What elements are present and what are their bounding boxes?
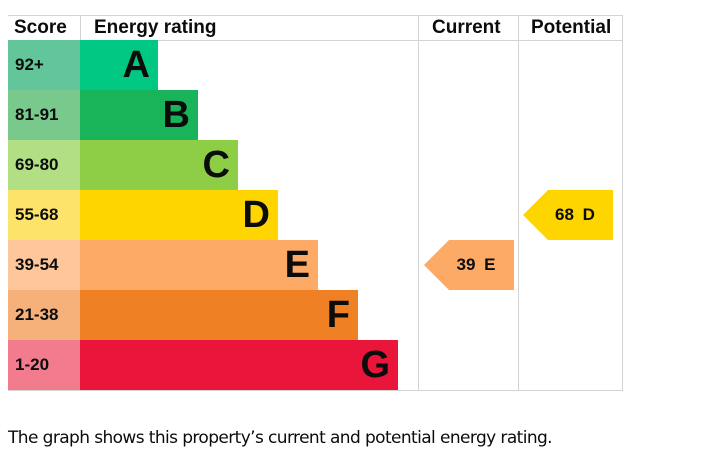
band-letter: G	[360, 344, 390, 386]
rating-bar: B	[80, 90, 198, 140]
score-range: 1-20	[8, 340, 80, 390]
rating-bar: C	[80, 140, 238, 190]
score-range: 21-38	[8, 290, 80, 340]
potential-arrow-icon	[523, 190, 613, 240]
energy-rating-chart: Score Energy rating Current Potential 92…	[8, 15, 623, 391]
score-range: 39-54	[8, 240, 80, 290]
band-letter: E	[284, 244, 310, 286]
top-border	[8, 15, 623, 16]
current-right-divider	[518, 15, 519, 391]
rating-bar: A	[80, 40, 158, 90]
current-arrow-icon	[424, 240, 514, 290]
band-letter: C	[202, 144, 230, 186]
potential-rating-pointer: 68 D	[523, 190, 613, 240]
chart-caption: The graph shows this property’s current …	[8, 428, 553, 448]
rating-row-g: 1-20 G	[8, 340, 418, 390]
right-border	[622, 15, 623, 391]
rating-row-f: 21-38 F	[8, 290, 418, 340]
rating-bar: E	[80, 240, 318, 290]
potential-rating-label: 68 D	[555, 205, 595, 224]
rating-row-c: 69-80 C	[8, 140, 418, 190]
score-divider	[80, 15, 81, 40]
rating-row-e: 39-54 E	[8, 240, 418, 290]
band-letter: D	[242, 194, 270, 236]
current-rating-label: 39 E	[456, 255, 496, 274]
bottom-border	[8, 390, 623, 391]
score-range: 92+	[8, 40, 80, 90]
current-rating-pointer: 39 E	[424, 240, 514, 290]
potential-header: Potential	[531, 17, 612, 38]
band-letter: A	[122, 44, 150, 86]
rating-bar: D	[80, 190, 278, 240]
score-range: 81-91	[8, 90, 80, 140]
score-header: Score	[14, 17, 67, 38]
header-divider	[8, 40, 623, 41]
rating-row-d: 55-68 D	[8, 190, 418, 240]
energy-rating-header: Energy rating	[94, 17, 217, 38]
rating-bar: F	[80, 290, 358, 340]
current-header: Current	[432, 17, 501, 38]
current-left-divider	[418, 15, 419, 391]
score-range: 55-68	[8, 190, 80, 240]
band-letter: B	[162, 94, 190, 136]
rating-row-b: 81-91 B	[8, 90, 418, 140]
band-letter: F	[326, 294, 350, 336]
rating-row-a: 92+ A	[8, 40, 418, 90]
rating-bar: G	[80, 340, 398, 390]
score-range: 69-80	[8, 140, 80, 190]
